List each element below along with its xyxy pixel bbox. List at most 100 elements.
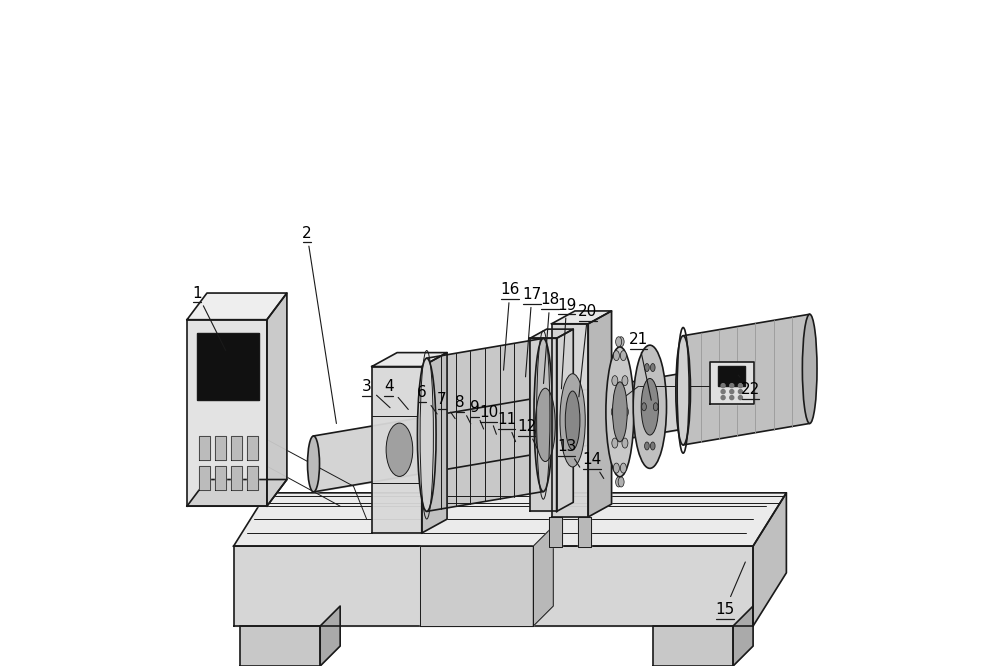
- Text: 15: 15: [715, 562, 745, 617]
- Polygon shape: [215, 466, 226, 490]
- Ellipse shape: [622, 376, 628, 386]
- Polygon shape: [552, 324, 588, 517]
- Polygon shape: [187, 320, 267, 506]
- Text: 11: 11: [497, 412, 516, 442]
- Polygon shape: [267, 293, 287, 506]
- Ellipse shape: [622, 438, 628, 448]
- Circle shape: [730, 396, 734, 400]
- Text: 9: 9: [470, 400, 484, 429]
- Polygon shape: [372, 352, 447, 366]
- Ellipse shape: [534, 338, 553, 492]
- Ellipse shape: [641, 378, 659, 435]
- Circle shape: [738, 390, 742, 394]
- Circle shape: [730, 384, 734, 388]
- Polygon shape: [753, 493, 786, 626]
- Ellipse shape: [612, 376, 618, 386]
- Text: 21: 21: [629, 332, 651, 400]
- Text: 16: 16: [500, 282, 520, 370]
- Text: 12: 12: [517, 419, 537, 449]
- Ellipse shape: [653, 403, 658, 411]
- Ellipse shape: [645, 442, 649, 450]
- Polygon shape: [578, 517, 591, 547]
- Polygon shape: [247, 466, 258, 490]
- Ellipse shape: [633, 345, 666, 468]
- Polygon shape: [215, 436, 226, 460]
- Ellipse shape: [616, 337, 622, 347]
- Text: 4: 4: [384, 379, 408, 410]
- Text: 19: 19: [557, 298, 576, 389]
- Ellipse shape: [535, 388, 555, 462]
- Text: 6: 6: [417, 386, 437, 414]
- Polygon shape: [422, 352, 447, 533]
- Polygon shape: [588, 311, 612, 517]
- Polygon shape: [240, 626, 320, 666]
- Polygon shape: [733, 606, 753, 666]
- Polygon shape: [718, 366, 745, 386]
- Polygon shape: [197, 333, 259, 400]
- Polygon shape: [247, 436, 258, 460]
- Text: 2: 2: [302, 226, 336, 424]
- Circle shape: [721, 396, 725, 400]
- Circle shape: [730, 390, 734, 394]
- Ellipse shape: [616, 477, 622, 487]
- Circle shape: [721, 384, 725, 388]
- Polygon shape: [683, 314, 810, 445]
- Circle shape: [738, 384, 742, 388]
- Ellipse shape: [802, 314, 817, 424]
- Ellipse shape: [676, 336, 690, 445]
- Ellipse shape: [606, 347, 634, 477]
- Polygon shape: [231, 436, 242, 460]
- Ellipse shape: [618, 477, 624, 487]
- Polygon shape: [234, 546, 753, 626]
- Ellipse shape: [612, 438, 618, 448]
- Ellipse shape: [560, 374, 585, 467]
- Ellipse shape: [613, 382, 627, 442]
- Ellipse shape: [611, 407, 617, 417]
- Text: 8: 8: [455, 396, 471, 424]
- Polygon shape: [320, 606, 340, 666]
- Ellipse shape: [308, 436, 320, 492]
- Ellipse shape: [642, 403, 646, 411]
- Ellipse shape: [650, 364, 655, 372]
- Ellipse shape: [645, 364, 649, 372]
- Polygon shape: [552, 311, 612, 324]
- Text: 18: 18: [540, 292, 560, 384]
- Polygon shape: [372, 366, 422, 533]
- Text: 13: 13: [557, 439, 580, 467]
- Polygon shape: [530, 329, 573, 338]
- Polygon shape: [710, 362, 754, 404]
- Polygon shape: [420, 546, 533, 626]
- Polygon shape: [231, 466, 242, 490]
- Text: 22: 22: [738, 375, 760, 397]
- Circle shape: [738, 396, 742, 400]
- Polygon shape: [234, 493, 786, 546]
- Polygon shape: [653, 626, 733, 666]
- Text: 3: 3: [362, 379, 390, 408]
- Polygon shape: [199, 466, 210, 490]
- Text: 7: 7: [437, 392, 455, 419]
- Polygon shape: [187, 480, 287, 506]
- Text: 1: 1: [192, 286, 226, 350]
- Text: 20: 20: [578, 304, 598, 397]
- Ellipse shape: [622, 407, 628, 417]
- Ellipse shape: [613, 463, 619, 473]
- Circle shape: [721, 390, 725, 394]
- Ellipse shape: [620, 350, 626, 360]
- Polygon shape: [557, 329, 573, 511]
- Text: 10: 10: [479, 406, 498, 434]
- Polygon shape: [530, 338, 557, 511]
- Polygon shape: [533, 526, 553, 626]
- Ellipse shape: [613, 350, 619, 360]
- Polygon shape: [427, 338, 543, 511]
- Text: 14: 14: [582, 452, 604, 478]
- Ellipse shape: [650, 442, 655, 450]
- Polygon shape: [187, 293, 287, 320]
- Ellipse shape: [417, 358, 436, 511]
- Polygon shape: [549, 517, 562, 547]
- Text: 17: 17: [522, 287, 542, 377]
- Polygon shape: [199, 436, 210, 460]
- Ellipse shape: [386, 423, 413, 476]
- Ellipse shape: [618, 337, 624, 347]
- Ellipse shape: [565, 391, 580, 450]
- Ellipse shape: [620, 463, 626, 473]
